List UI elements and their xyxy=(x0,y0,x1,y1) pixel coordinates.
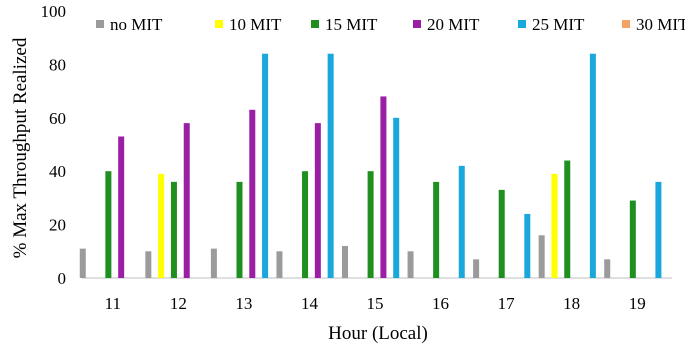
legend-swatch xyxy=(215,20,223,28)
legend-label: 10 MIT xyxy=(229,15,282,34)
bar xyxy=(589,53,596,278)
x-tick-label: 17 xyxy=(498,294,516,313)
legend: no MIT 10 MIT 15 MIT 20 MIT 25 MIT 30 MIT xyxy=(96,15,685,34)
bar xyxy=(393,117,400,278)
x-tick-label: 16 xyxy=(432,294,449,313)
legend-label: no MIT xyxy=(110,15,163,34)
y-axis-title: % Max Throughput Realized xyxy=(10,37,31,258)
bar xyxy=(604,259,611,278)
y-axis-ticks: 0 20 40 60 80 100 xyxy=(41,2,67,288)
x-axis-title: Hour (Local) xyxy=(328,323,428,344)
bar xyxy=(498,189,505,278)
legend-swatch xyxy=(518,20,526,28)
bar xyxy=(302,171,309,278)
bar xyxy=(458,165,465,278)
bar xyxy=(564,160,571,278)
bar xyxy=(183,123,190,278)
bar xyxy=(433,181,440,278)
y-tick-label: 40 xyxy=(49,162,66,181)
bars xyxy=(79,53,662,278)
bar xyxy=(249,109,256,278)
legend-label: 15 MIT xyxy=(325,15,378,34)
y-tick-label: 60 xyxy=(49,109,66,128)
bar xyxy=(158,173,165,278)
legend-swatch xyxy=(622,20,630,28)
bar xyxy=(524,213,531,278)
bar xyxy=(655,181,662,278)
legend-swatch xyxy=(413,20,421,28)
y-tick-label: 100 xyxy=(41,2,67,21)
x-tick-label: 14 xyxy=(301,294,319,313)
bar xyxy=(262,53,269,278)
legend-swatch xyxy=(311,20,319,28)
bar xyxy=(105,171,112,278)
legend-label: 25 MIT xyxy=(532,15,585,34)
legend-label: 30 MIT xyxy=(636,15,685,34)
bar xyxy=(629,200,636,278)
bar xyxy=(210,248,217,278)
bar xyxy=(551,173,558,278)
x-tick-label: 15 xyxy=(367,294,384,313)
x-axis-ticks: 11 12 13 14 15 16 17 18 19 xyxy=(105,294,646,313)
bar xyxy=(314,123,321,278)
bar xyxy=(327,53,334,278)
bar xyxy=(236,181,243,278)
bar xyxy=(79,248,86,278)
bar xyxy=(367,171,374,278)
bar xyxy=(118,136,125,278)
bar xyxy=(538,235,545,278)
x-tick-label: 18 xyxy=(563,294,580,313)
bar xyxy=(170,181,177,278)
y-tick-label: 0 xyxy=(58,269,67,288)
legend-swatch xyxy=(96,20,104,28)
bar xyxy=(342,245,348,278)
bar xyxy=(473,259,480,278)
bar xyxy=(276,251,283,278)
x-tick-label: 11 xyxy=(105,294,121,313)
y-tick-label: 80 xyxy=(49,55,66,74)
x-tick-label: 12 xyxy=(170,294,187,313)
x-tick-label: 19 xyxy=(629,294,646,313)
y-tick-label: 20 xyxy=(49,216,66,235)
x-tick-label: 13 xyxy=(235,294,252,313)
bar xyxy=(407,251,414,278)
bar xyxy=(145,251,152,278)
legend-label: 20 MIT xyxy=(427,15,480,34)
bar xyxy=(380,96,387,278)
